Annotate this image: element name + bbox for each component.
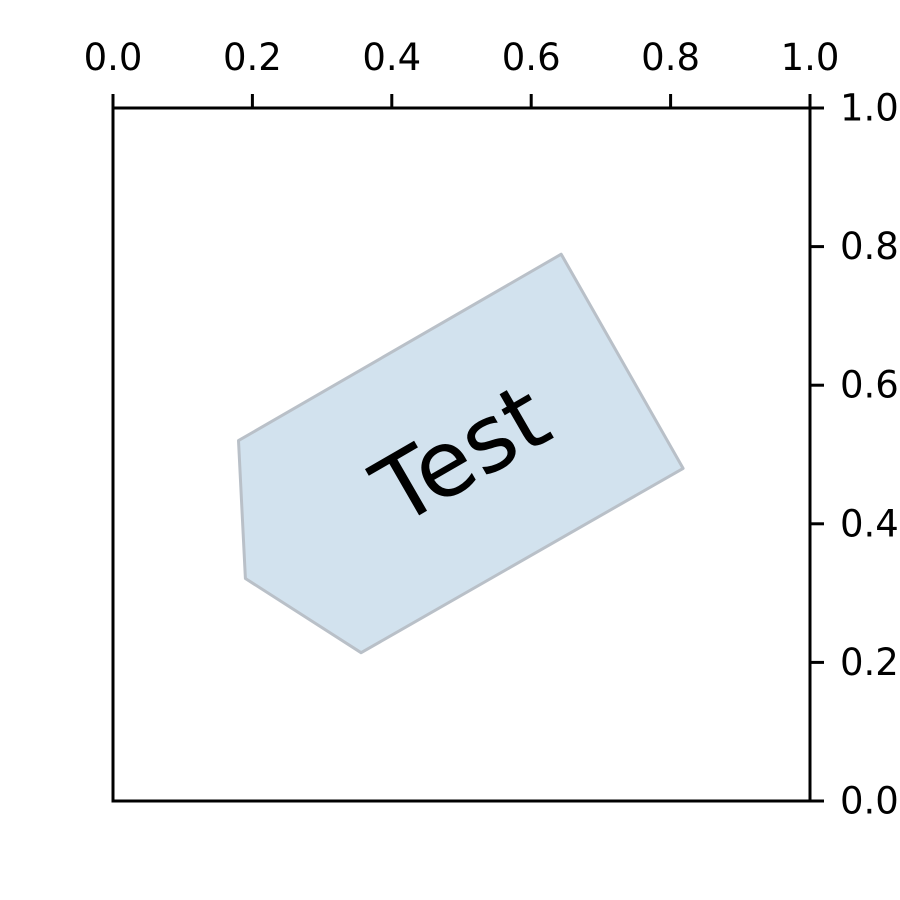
y-tick-label: 0.6 [840, 364, 899, 407]
annotation-box [237, 252, 685, 655]
x-tick-label: 1.0 [781, 36, 840, 79]
annotation: Test [237, 252, 685, 655]
x-tick-label: 0.4 [362, 36, 421, 79]
x-tick-label: 0.8 [641, 36, 700, 79]
y-tick-label: 0.0 [840, 780, 899, 823]
y-tick-label: 0.2 [840, 641, 899, 684]
y-axis-right: 0.0 0.2 0.4 0.6 0.8 1.0 [810, 87, 899, 823]
y-tick-label: 1.0 [840, 87, 899, 130]
x-tick-label: 0.0 [84, 36, 143, 79]
x-tick-label: 0.6 [502, 36, 561, 79]
y-tick-label: 0.4 [840, 502, 899, 545]
x-axis-top: 0.0 0.2 0.4 0.6 0.8 1.0 [84, 36, 840, 108]
y-tick-label: 0.8 [840, 225, 899, 268]
x-tick-label: 0.2 [223, 36, 282, 79]
